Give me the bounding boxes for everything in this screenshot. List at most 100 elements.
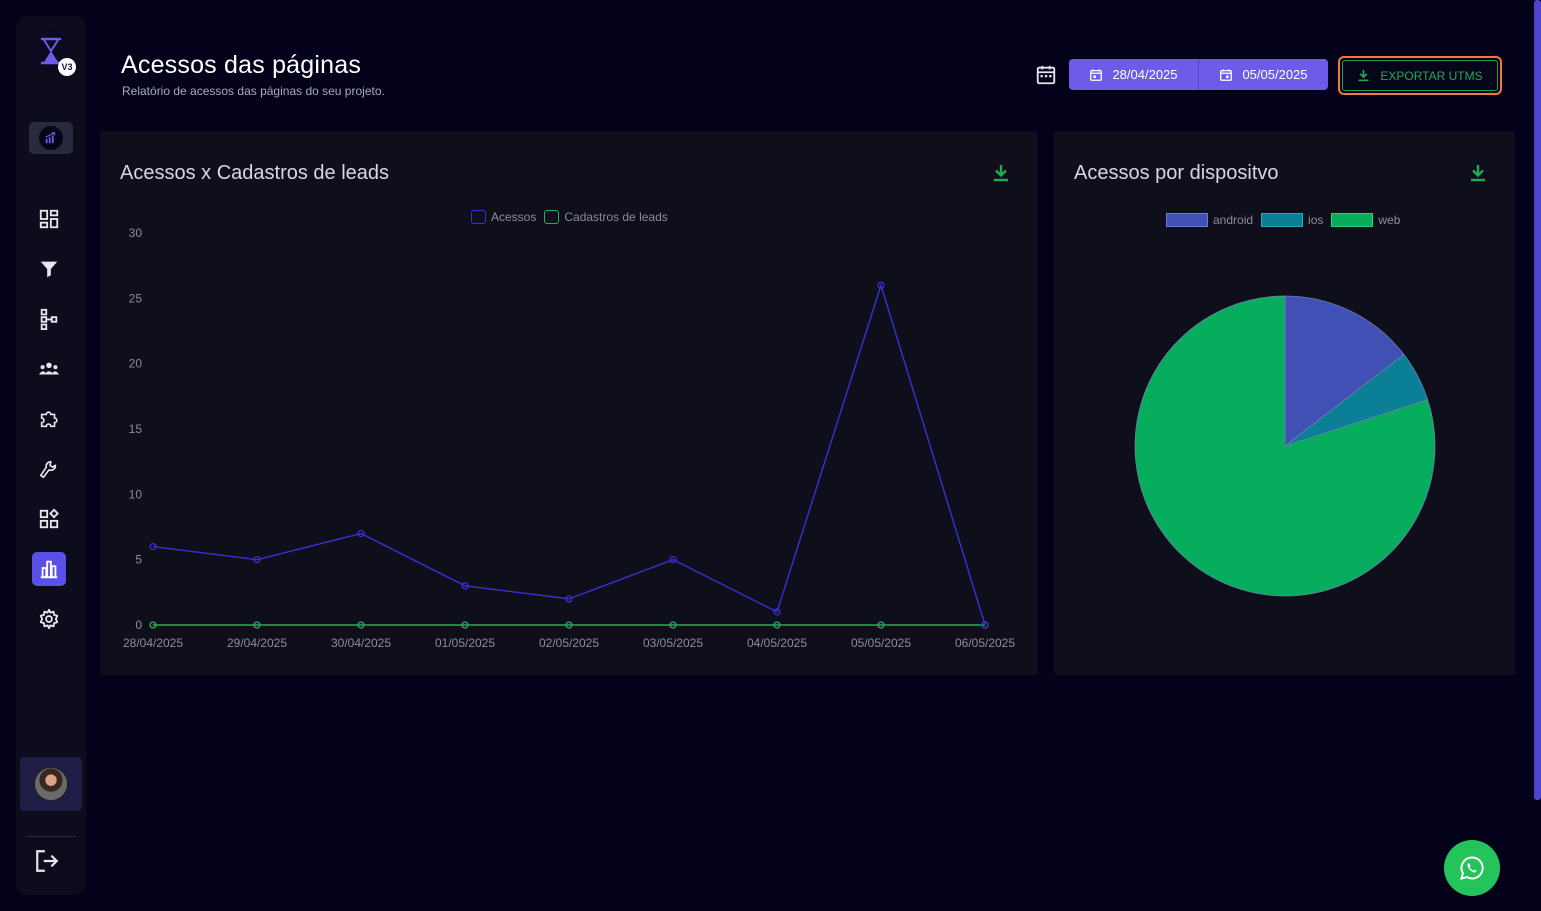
app-logo[interactable]: V3 [30, 30, 76, 76]
data-point[interactable] [149, 542, 157, 551]
data-point[interactable] [565, 595, 573, 603]
data-point[interactable] [461, 582, 469, 590]
end-date-label: 05/05/2025 [1242, 67, 1308, 82]
data-point[interactable] [981, 621, 989, 629]
data-point[interactable] [773, 608, 781, 616]
date-range-picker: 28/04/2025 05/05/2025 [1069, 59, 1328, 90]
legend-swatch [1166, 213, 1208, 227]
y-tick-label: 30 [129, 226, 143, 240]
sidebar-item-hierarchy[interactable] [32, 302, 66, 336]
data-point[interactable] [253, 556, 261, 564]
x-tick-label: 01/05/2025 [435, 636, 495, 650]
sidebar-item-users[interactable] [32, 352, 66, 386]
legend-item-acessos[interactable]: Acessos [471, 210, 536, 224]
pie-chart [1134, 295, 1436, 597]
whatsapp-icon [1460, 856, 1484, 880]
y-tick-label: 15 [129, 422, 143, 436]
logout-icon [36, 850, 59, 872]
sidebar-item-reports[interactable] [32, 552, 66, 586]
sidebar-item-integrations[interactable] [32, 402, 66, 436]
hierarchy-icon [40, 308, 58, 330]
line-chart-card: Acessos x Cadastros de leads Acessos Cad… [100, 131, 1038, 675]
y-tick-label: 0 [135, 618, 142, 632]
gear-icon [39, 608, 59, 630]
version-badge: V3 [58, 58, 76, 76]
legend-swatch [471, 210, 486, 224]
pie-slice-android[interactable] [1284, 295, 1405, 447]
legend-item-android[interactable]: android [1166, 213, 1253, 227]
sidebar-item-funnel[interactable] [32, 252, 66, 286]
legend-swatch [1261, 213, 1304, 227]
data-point[interactable] [669, 556, 677, 564]
hourglass-logo-icon [40, 37, 62, 65]
calendar-small-icon [1220, 68, 1233, 81]
legend-item-web[interactable]: web [1331, 213, 1400, 227]
export-utms-button[interactable]: EXPORTAR UTMS [1338, 56, 1502, 95]
apps-add-icon [39, 508, 60, 529]
sidebar-item-dashboard[interactable] [32, 202, 66, 236]
sidebar-item-apps[interactable] [32, 502, 66, 536]
users-group-icon [38, 362, 60, 375]
logout-button[interactable] [34, 848, 60, 874]
page-scrollbar[interactable] [1534, 0, 1541, 800]
data-point[interactable] [877, 621, 885, 629]
download-icon[interactable] [993, 164, 1009, 182]
y-tick-label: 25 [129, 291, 143, 305]
pie-slice-web[interactable] [1134, 295, 1436, 597]
legend-swatch [544, 210, 560, 224]
legend-swatch [1331, 213, 1374, 227]
line-chart-legend: Acessos Cadastros de leads [471, 210, 676, 224]
sidebar-item-tools[interactable] [32, 452, 66, 486]
pie-chart-card: Acessos por dispositvo android ios web [1054, 131, 1515, 675]
line-chart: 0 5 10 15 20 25 30 28/04/2025 29/04/2025 30/04/2… [123, 226, 1015, 650]
calendar-small-icon [1090, 68, 1103, 81]
sidebar-divider [26, 836, 76, 837]
page-subtitle: Relatório de acessos das páginas do seu … [122, 84, 385, 98]
data-point[interactable] [669, 621, 677, 629]
data-point[interactable] [357, 621, 365, 629]
start-date-label: 28/04/2025 [1112, 67, 1178, 82]
download-icon [1359, 69, 1369, 82]
data-point[interactable] [149, 621, 157, 629]
x-tick-label: 30/04/2025 [331, 636, 391, 650]
funnel-icon [40, 261, 58, 278]
data-point[interactable] [877, 281, 885, 289]
export-utms-label: EXPORTAR UTMS [1380, 68, 1483, 83]
pie-chart-title: Acessos por dispositvo [1074, 162, 1279, 184]
legend-item-ios[interactable]: ios [1261, 213, 1323, 227]
sidebar: V3 [16, 16, 86, 895]
legend-label: android [1213, 213, 1254, 227]
data-point[interactable] [773, 621, 781, 629]
whatsapp-button[interactable] [1444, 840, 1500, 896]
data-point[interactable] [461, 621, 469, 629]
x-tick-label: 04/05/2025 [747, 636, 807, 650]
data-point[interactable] [253, 621, 261, 629]
series-line-acessos [152, 282, 986, 626]
y-tick-label: 10 [129, 487, 143, 501]
bar-chart-icon [40, 560, 58, 579]
legend-label: Cadastros de leads [564, 210, 668, 224]
project-selector[interactable] [29, 122, 73, 154]
data-point[interactable] [357, 529, 365, 538]
line-chart-title: Acessos x Cadastros de leads [120, 162, 390, 184]
avatar [34, 767, 68, 801]
end-date-button[interactable]: 05/05/2025 [1198, 59, 1328, 90]
sidebar-item-settings[interactable] [32, 602, 66, 636]
wrench-icon [39, 460, 57, 479]
x-tick-label: 29/04/2025 [227, 636, 287, 650]
legend-label: Acessos [491, 210, 537, 224]
x-tick-label: 05/05/2025 [851, 636, 911, 650]
download-icon[interactable] [1470, 164, 1486, 182]
calendar-icon[interactable] [1035, 64, 1057, 86]
legend-label: ios [1308, 213, 1324, 227]
export-utms-inner: EXPORTAR UTMS [1342, 60, 1498, 91]
y-tick-label: 20 [129, 357, 143, 371]
legend-item-cadastros[interactable]: Cadastros de leads [544, 210, 668, 224]
x-tick-label: 02/05/2025 [539, 636, 599, 650]
user-profile[interactable] [20, 757, 82, 811]
x-tick-label: 03/05/2025 [643, 636, 703, 650]
start-date-button[interactable]: 28/04/2025 [1069, 59, 1198, 90]
data-point[interactable] [565, 621, 573, 629]
dashboard-icon [39, 209, 59, 229]
x-tick-label: 28/04/2025 [123, 636, 183, 650]
